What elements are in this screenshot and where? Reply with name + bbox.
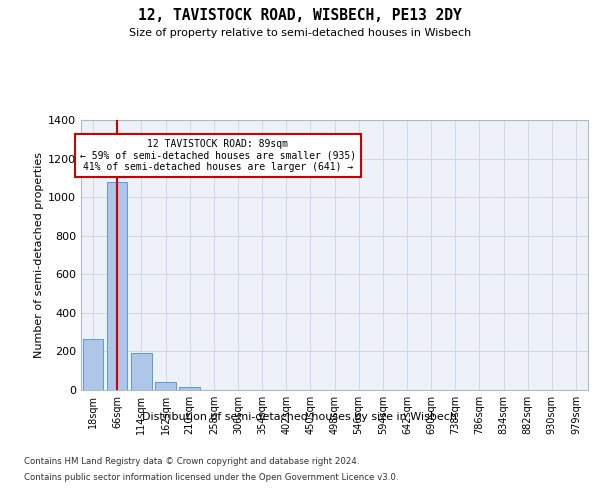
Y-axis label: Number of semi-detached properties: Number of semi-detached properties [34,152,44,358]
Text: Size of property relative to semi-detached houses in Wisbech: Size of property relative to semi-detach… [129,28,471,38]
Text: Distribution of semi-detached houses by size in Wisbech: Distribution of semi-detached houses by … [143,412,458,422]
Bar [83,340,103,390]
Text: 12, TAVISTOCK ROAD, WISBECH, PE13 2DY: 12, TAVISTOCK ROAD, WISBECH, PE13 2DY [138,8,462,22]
Bar [155,382,176,390]
Bar [107,182,127,390]
Text: 12 TAVISTOCK ROAD: 89sqm
← 59% of semi-detached houses are smaller (935)
41% of : 12 TAVISTOCK ROAD: 89sqm ← 59% of semi-d… [80,139,356,172]
Text: Contains HM Land Registry data © Crown copyright and database right 2024.: Contains HM Land Registry data © Crown c… [24,458,359,466]
Bar [179,386,200,390]
Bar [131,353,152,390]
Text: Contains public sector information licensed under the Open Government Licence v3: Contains public sector information licen… [24,472,398,482]
